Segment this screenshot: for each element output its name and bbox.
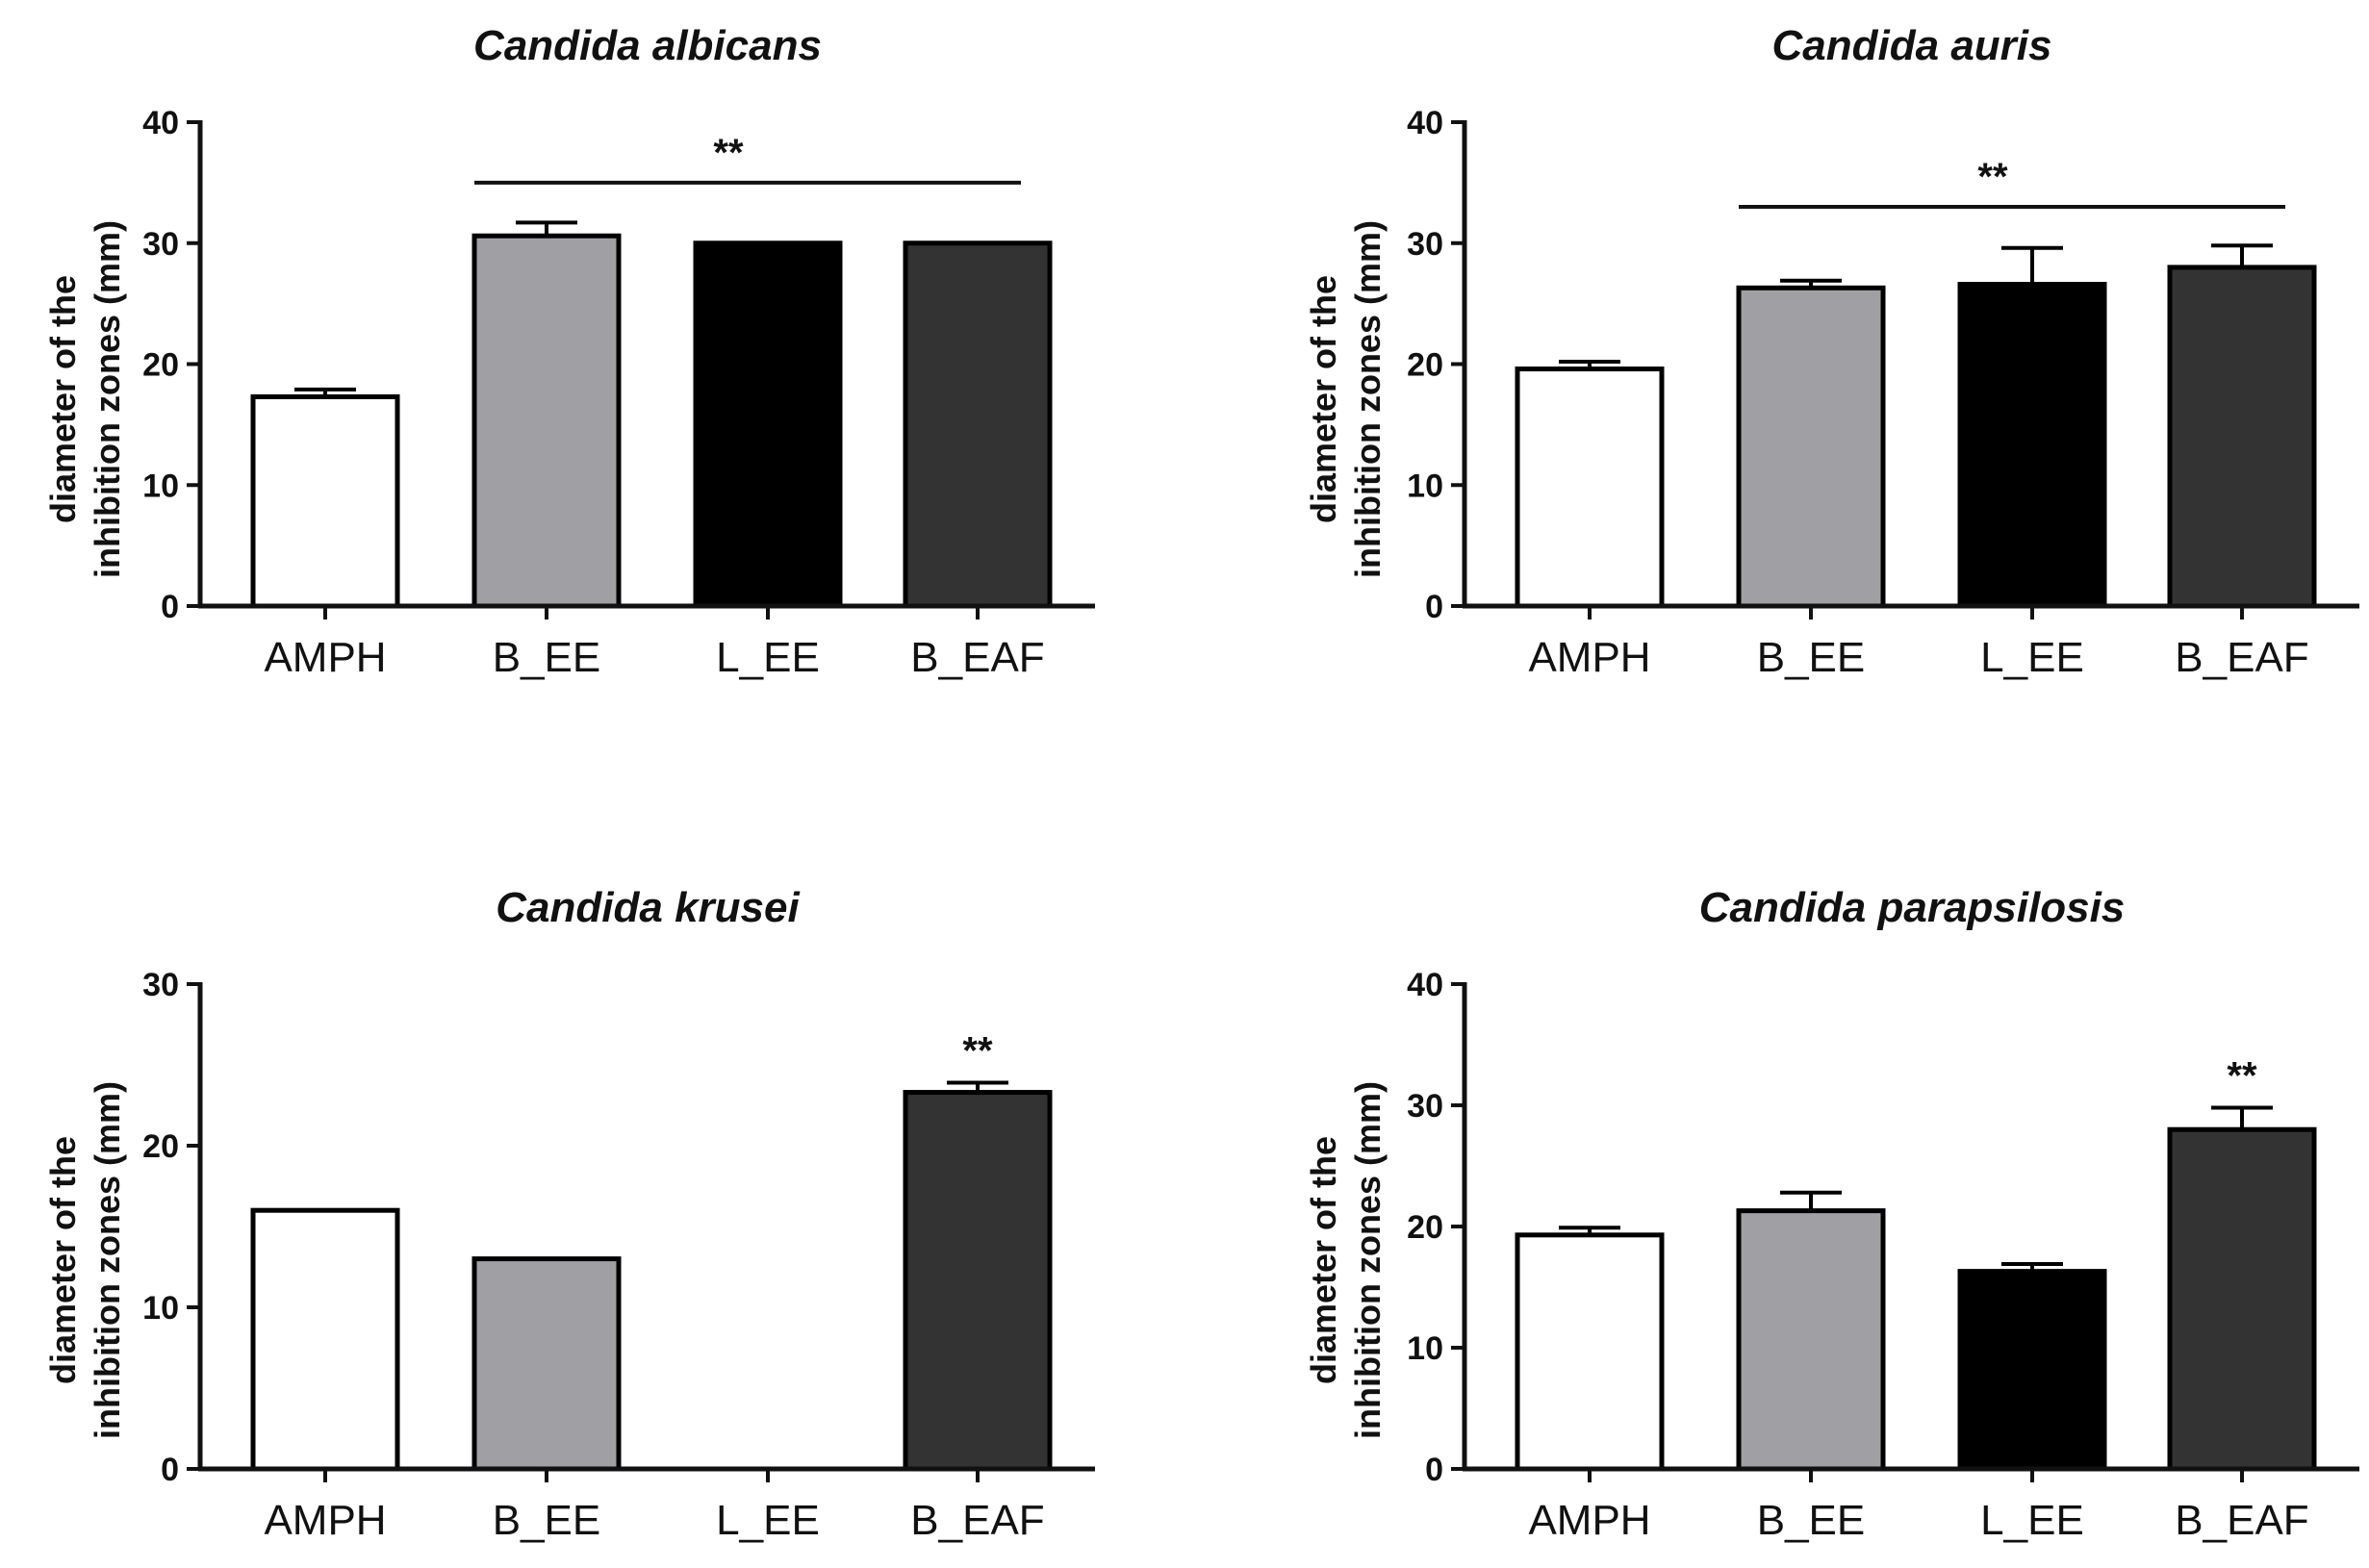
x-tick-label: AMPH <box>1528 1497 1650 1544</box>
x-tick-label: AMPH <box>1528 634 1650 681</box>
x-tick-label: L_EE <box>716 634 820 681</box>
significance-label: ** <box>713 132 744 174</box>
y-tick-label: 0 <box>1425 1452 1443 1488</box>
x-tick-label: L_EE <box>1980 634 2084 681</box>
bar-AMPH <box>250 1207 400 1472</box>
chart-title: Candida albicans <box>473 22 822 69</box>
y-axis-label-line2: inhibition zones (mm) <box>1348 1081 1388 1439</box>
bar-B_EAF <box>903 1090 1053 1472</box>
y-axis-label-line1: diameter of the <box>1304 1136 1343 1384</box>
y-axis-label-line2: inhibition zones (mm) <box>88 1081 127 1439</box>
y-axis-label-line1: diameter of the <box>43 1136 83 1384</box>
y-tick-label: 10 <box>1407 1330 1443 1367</box>
x-tick-label: AMPH <box>264 1497 386 1544</box>
bar-AMPH <box>1515 1232 1665 1472</box>
bar-B_EAF <box>2167 265 2317 609</box>
y-tick-label: 40 <box>142 105 179 141</box>
y-axis-label-line2: inhibition zones (mm) <box>1348 220 1388 578</box>
chart-panel-3: Candida parapsilosis diameter of the inhib… <box>1304 884 2359 1544</box>
x-tick-label: B_EAF <box>910 634 1044 681</box>
y-tick-label: 30 <box>1407 226 1443 263</box>
x-tick-label: B_EE <box>493 634 601 681</box>
x-tick-label: B_EAF <box>2175 634 2308 681</box>
chart-panel-1: Candida auris diameter of the inhibition z… <box>1304 22 2359 681</box>
chart-title: Candida parapsilosis <box>1699 884 2126 931</box>
y-tick-label: 0 <box>161 589 179 625</box>
x-tick-label: L_EE <box>716 1497 820 1544</box>
x-tick-label: B_EE <box>1757 1497 1866 1544</box>
y-tick-label: 20 <box>142 347 179 384</box>
x-tick-label: B_EAF <box>2175 1497 2308 1544</box>
bar-L_EE <box>1957 282 2107 609</box>
y-tick-label: 30 <box>142 226 179 263</box>
x-tick-label: AMPH <box>264 634 386 681</box>
bar-B_EE <box>1736 285 1886 609</box>
x-tick-label: B_EAF <box>910 1497 1044 1544</box>
significance-label: ** <box>962 1029 993 1072</box>
x-tick-label: B_EE <box>493 1497 601 1544</box>
y-tick-label: 10 <box>1407 468 1443 504</box>
y-tick-label: 20 <box>1407 347 1443 384</box>
y-tick-label: 30 <box>1407 1088 1443 1125</box>
chart-title: Candida auris <box>1772 22 2052 69</box>
y-tick-label: 40 <box>1407 967 1443 1003</box>
bar-B_EE <box>1736 1208 1886 1472</box>
bar-B_EE <box>471 233 622 609</box>
y-tick-label: 10 <box>142 1290 179 1327</box>
significance-label: ** <box>1977 156 2008 198</box>
y-tick-label: 20 <box>142 1128 179 1165</box>
chart-title: Candida krusei <box>496 884 800 931</box>
bar-L_EE <box>1957 1269 2107 1472</box>
y-axis-label-line1: diameter of the <box>43 275 83 523</box>
y-tick-label: 30 <box>142 967 179 1003</box>
bar-AMPH <box>250 393 400 609</box>
y-tick-label: 0 <box>1425 589 1443 625</box>
x-tick-label: L_EE <box>1980 1497 2084 1544</box>
x-tick-label: B_EE <box>1757 634 1866 681</box>
bar-B_EAF <box>903 240 1053 609</box>
bar-B_EAF <box>2167 1126 2317 1472</box>
y-tick-label: 40 <box>1407 105 1443 141</box>
chart-panel-0: Candida albicans diameter of the inhibitio… <box>43 22 1095 681</box>
bar-B_EE <box>471 1256 622 1472</box>
y-axis-label-line2: inhibition zones (mm) <box>88 220 127 578</box>
chart-panel-2: Candida krusei diameter of the inhibition … <box>43 884 1095 1544</box>
bar-L_EE <box>693 240 843 609</box>
bar-AMPH <box>1515 367 1665 609</box>
y-tick-label: 10 <box>142 468 179 504</box>
y-axis-label-line1: diameter of the <box>1304 275 1343 523</box>
y-tick-label: 20 <box>1407 1209 1443 1246</box>
significance-label: ** <box>2227 1055 2257 1098</box>
y-tick-label: 0 <box>161 1452 179 1488</box>
